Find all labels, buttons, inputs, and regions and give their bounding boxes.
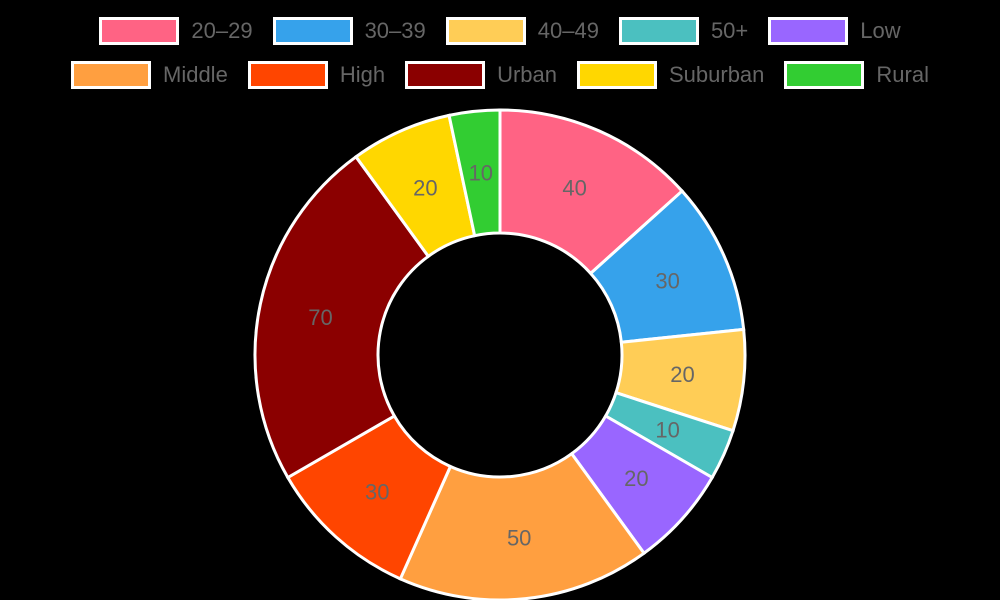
legend-label: High: [339, 62, 386, 87]
legend-swatch: [618, 17, 699, 45]
slice-value-label: 40: [562, 175, 586, 200]
legend-swatch: [272, 17, 353, 45]
legend-label: 30–39: [364, 18, 426, 43]
legend-swatch: [71, 61, 151, 89]
legend-item-high[interactable]: High: [247, 61, 386, 89]
slice-value-label: 30: [365, 479, 389, 504]
legend-row-1: 20–29 30–39 40–49 50+ Low: [0, 17, 1000, 45]
legend-item-urban[interactable]: Urban: [405, 61, 557, 89]
legend-item-50-[interactable]: 50+: [618, 17, 749, 45]
legend-swatch: [99, 17, 180, 45]
legend-swatch: [768, 17, 849, 45]
legend-label: Low: [860, 18, 901, 43]
slice-value-label: 10: [469, 161, 493, 186]
slice-rural[interactable]: [447, 108, 502, 238]
legend-label: 20–29: [191, 18, 253, 43]
slice-value-label: 20: [624, 466, 648, 491]
slice-value-label: 70: [308, 305, 332, 330]
legend-item-rural[interactable]: Rural: [784, 61, 929, 89]
legend-swatch: [445, 17, 526, 45]
legend-swatch: [784, 61, 865, 89]
legend-item-20-29[interactable]: 20–29: [99, 17, 253, 45]
slice-value-label: 30: [655, 268, 679, 293]
legend-item-suburban[interactable]: Suburban: [576, 61, 765, 89]
slice-middle[interactable]: [398, 451, 647, 600]
slice-urban[interactable]: [253, 154, 431, 480]
legend-label: Rural: [876, 62, 929, 87]
legend-label: Suburban: [668, 62, 765, 87]
legend-item-30-39[interactable]: 30–39: [272, 17, 426, 45]
legend-label: Middle: [163, 62, 228, 87]
legend-label: 50+: [710, 18, 749, 43]
slice-value-label: 20: [670, 362, 694, 387]
legend-label: 40–49: [537, 18, 599, 43]
legend-item-middle[interactable]: Middle: [71, 61, 228, 89]
legend-label: Urban: [497, 62, 557, 87]
legend-row-2: Middle High Urban Suburban Rural: [0, 61, 1000, 89]
legend-swatch: [576, 61, 657, 89]
legend-item-40-49[interactable]: 40–49: [445, 17, 599, 45]
legend-item-low[interactable]: Low: [768, 17, 901, 45]
slice-value-label: 20: [413, 175, 437, 200]
legend-swatch: [247, 61, 328, 89]
legend-swatch: [405, 61, 486, 89]
slice-value-label: 50: [507, 525, 531, 550]
slice-value-label: 10: [655, 418, 679, 443]
